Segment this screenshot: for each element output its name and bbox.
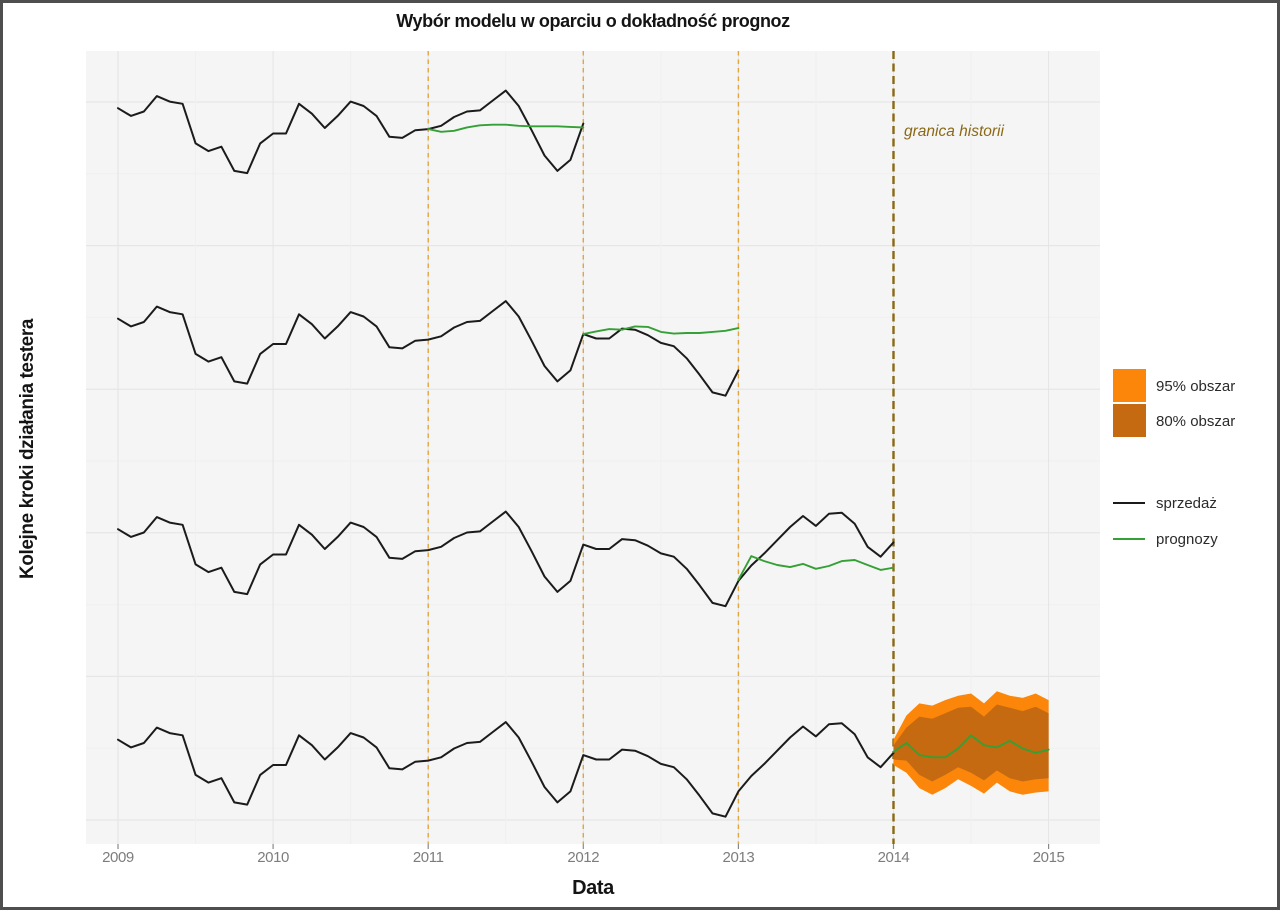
sales-line-step-3 <box>117 510 895 608</box>
legend: 95% obszar 80% obszar sprzedaż prognozy <box>1113 369 1273 557</box>
legend-label: 95% obszar <box>1156 378 1236 395</box>
sales-line-step-2 <box>117 300 740 397</box>
legend-label: 80% obszar <box>1156 413 1236 430</box>
legend-item-forecast: prognozy <box>1113 521 1273 557</box>
x-tick-label: 2009 <box>102 849 134 866</box>
forecast-line-step-3 <box>737 555 895 581</box>
legend-spacer <box>1113 439 1273 485</box>
history-boundary-annotation: granica historii <box>904 123 1004 140</box>
x-tick-label: 2010 <box>257 849 289 866</box>
legend-swatch-sales-line <box>1113 502 1145 504</box>
x-tick-label: 2012 <box>567 849 600 866</box>
x-tick-label: 2015 <box>1032 849 1065 866</box>
chart-title: Wybór modelu w oparciu o dokładność prog… <box>396 11 790 31</box>
legend-item-sales: sprzedaż <box>1113 485 1273 521</box>
sales-line-step-1 <box>117 89 585 175</box>
sales-line-step-4 <box>117 721 895 818</box>
band-80 <box>893 704 1049 782</box>
legend-swatch-95-area <box>1113 369 1146 402</box>
forecast-line-step-1 <box>427 123 585 133</box>
plot-area <box>86 51 1100 849</box>
legend-item-80-area: 80% obszar <box>1113 404 1273 439</box>
legend-label: sprzedaż <box>1156 494 1217 512</box>
legend-item-95-area: 95% obszar <box>1113 369 1273 404</box>
forecast-line-step-2 <box>582 325 740 336</box>
x-tick-label: 2013 <box>722 849 755 866</box>
legend-swatch-80-area <box>1113 404 1146 437</box>
x-axis-label: Data <box>572 877 614 899</box>
legend-swatch-forecast-line <box>1113 538 1145 540</box>
legend-label: prognozy <box>1156 530 1218 548</box>
x-tick-label: 2014 <box>877 849 910 866</box>
x-tick-label: 2011 <box>412 849 444 866</box>
forecast-line-step-4 <box>892 734 1050 759</box>
